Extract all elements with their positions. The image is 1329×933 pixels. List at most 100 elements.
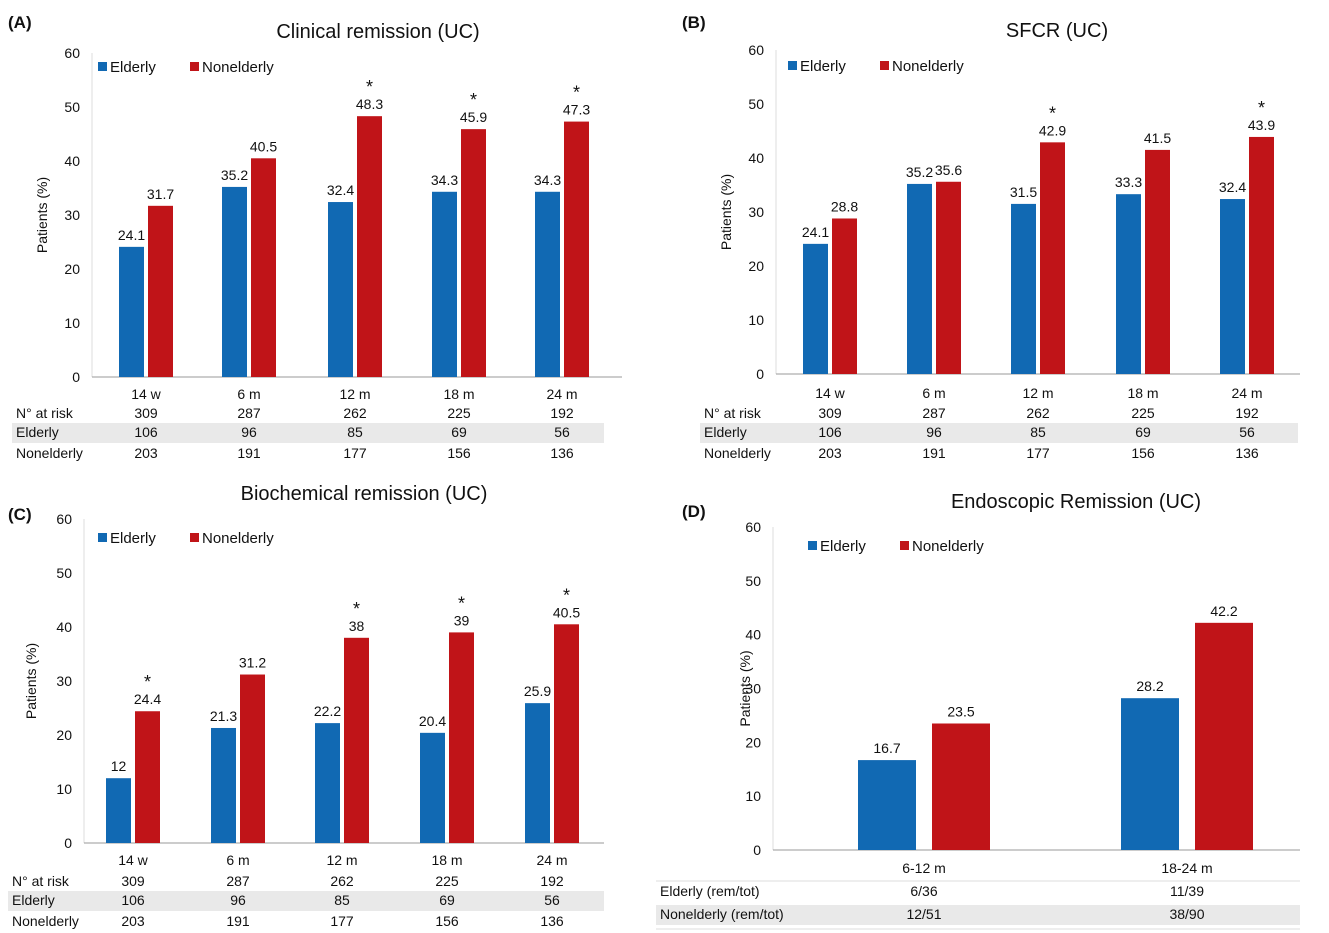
x-tick-label: 14 w xyxy=(118,852,148,868)
bar xyxy=(1040,142,1065,374)
bar xyxy=(554,624,579,843)
panel-label: (B) xyxy=(682,13,706,32)
y-tick-label: 10 xyxy=(745,788,761,804)
y-tick-label: 40 xyxy=(64,153,80,169)
table-cell: 56 xyxy=(554,424,570,440)
y-axis-label: Patients (%) xyxy=(737,650,753,726)
table-cell: 69 xyxy=(1135,424,1151,440)
y-tick-label: 50 xyxy=(64,99,80,115)
y-tick-label: 30 xyxy=(745,681,761,697)
table-cell: 156 xyxy=(435,913,459,929)
chart-panel-1: (A) Clinical remission (UC) 0 10 20 30 40 50 60 P… xyxy=(8,13,622,461)
panel-label: (A) xyxy=(8,13,32,32)
x-tick-label: 24 m xyxy=(546,386,577,402)
legend-swatch xyxy=(880,61,889,70)
data-label: 24.1 xyxy=(802,224,829,240)
table-row-label: Elderly (rem/tot) xyxy=(660,883,760,899)
y-tick-label: 50 xyxy=(745,573,761,589)
table-cell: 136 xyxy=(550,445,574,461)
table-cell: 191 xyxy=(226,913,250,929)
y-tick-label: 20 xyxy=(56,727,72,743)
data-label: 34.3 xyxy=(431,172,458,188)
table-row-label: Nonelderly xyxy=(12,913,79,929)
data-label: 24.4 xyxy=(134,691,161,707)
x-tick-label: 6 m xyxy=(922,385,945,401)
bar xyxy=(106,778,131,843)
bar xyxy=(357,116,382,378)
table-cell: 177 xyxy=(330,913,354,929)
table-cell: 287 xyxy=(922,405,946,421)
table-cell: 85 xyxy=(1030,424,1046,440)
chart-panel-4: (D) Endoscopic Remission (UC) 0 10 20 30 40 50 6… xyxy=(656,491,1300,930)
table-row-label: Nonelderly (rem/tot) xyxy=(660,906,784,922)
bar xyxy=(1220,199,1245,374)
table-row-label: N° at risk xyxy=(704,405,762,421)
bar xyxy=(240,674,265,843)
data-label: 42.2 xyxy=(1210,603,1237,619)
data-label: 43.9 xyxy=(1248,117,1275,133)
bar xyxy=(832,218,857,374)
data-label: 35.6 xyxy=(935,162,962,178)
y-tick-label: 30 xyxy=(748,204,764,220)
x-tick-label: 6-12 m xyxy=(902,860,946,876)
table-row-label: N° at risk xyxy=(16,405,74,421)
table-cell: 192 xyxy=(1235,405,1259,421)
table-cell: 156 xyxy=(1131,445,1155,461)
significance-marker: * xyxy=(470,90,477,110)
data-label: 22.2 xyxy=(314,703,341,719)
data-label: 31.5 xyxy=(1010,184,1037,200)
data-label: 41.5 xyxy=(1144,130,1171,146)
table-cell: 287 xyxy=(226,873,250,889)
data-label: 45.9 xyxy=(460,109,487,125)
y-tick-label: 60 xyxy=(745,519,761,535)
legend-label: Elderly xyxy=(110,59,156,76)
data-label: 16.7 xyxy=(873,740,900,756)
significance-marker: * xyxy=(144,672,151,692)
bar xyxy=(936,181,961,374)
bar xyxy=(932,723,990,850)
bar xyxy=(858,760,916,850)
y-tick-label: 0 xyxy=(753,842,761,858)
table-cell: 69 xyxy=(451,424,467,440)
data-label: 35.2 xyxy=(221,167,248,183)
chart-panel-2: (B) SFCR (UC) 0 10 20 30 40 50 60 Patients (%) Eld… xyxy=(682,13,1300,461)
table-row-label: N° at risk xyxy=(12,873,70,889)
bar xyxy=(1145,149,1170,374)
significance-marker: * xyxy=(353,599,360,619)
legend-swatch xyxy=(190,533,199,542)
bar xyxy=(803,243,828,374)
bar xyxy=(148,205,173,377)
table-cell: 69 xyxy=(439,892,455,908)
table-row-label: Nonelderly xyxy=(704,445,771,461)
significance-marker: * xyxy=(573,83,580,103)
data-label: 31.2 xyxy=(239,655,266,671)
data-label: 35.2 xyxy=(906,164,933,180)
table-cell: 191 xyxy=(922,445,946,461)
y-tick-label: 40 xyxy=(745,627,761,643)
table-cell: 262 xyxy=(330,873,354,889)
table-cell: 38/90 xyxy=(1169,906,1204,922)
legend-label: Nonelderly xyxy=(202,530,274,547)
significance-marker: * xyxy=(1049,103,1056,123)
table-row-band xyxy=(12,423,604,443)
chart-title: Endoscopic Remission (UC) xyxy=(951,491,1201,513)
table-row-band xyxy=(656,905,1300,925)
y-tick-label: 60 xyxy=(748,42,764,58)
bar xyxy=(420,732,445,843)
table-cell: 85 xyxy=(347,424,363,440)
data-label: 33.3 xyxy=(1115,174,1142,190)
legend-swatch xyxy=(98,533,107,542)
y-tick-label: 0 xyxy=(72,369,80,385)
data-label: 31.7 xyxy=(147,186,174,202)
table-cell: 11/39 xyxy=(1170,883,1204,899)
table-cell: 12/51 xyxy=(906,906,941,922)
table-cell: 106 xyxy=(818,424,842,440)
x-tick-label: 12 m xyxy=(1022,385,1053,401)
table-cell: 225 xyxy=(447,405,471,421)
data-label: 40.5 xyxy=(553,604,580,620)
x-tick-label: 18-24 m xyxy=(1161,860,1212,876)
chart-title: Biochemical remission (UC) xyxy=(241,483,488,505)
significance-marker: * xyxy=(458,593,465,613)
y-tick-label: 50 xyxy=(748,96,764,112)
